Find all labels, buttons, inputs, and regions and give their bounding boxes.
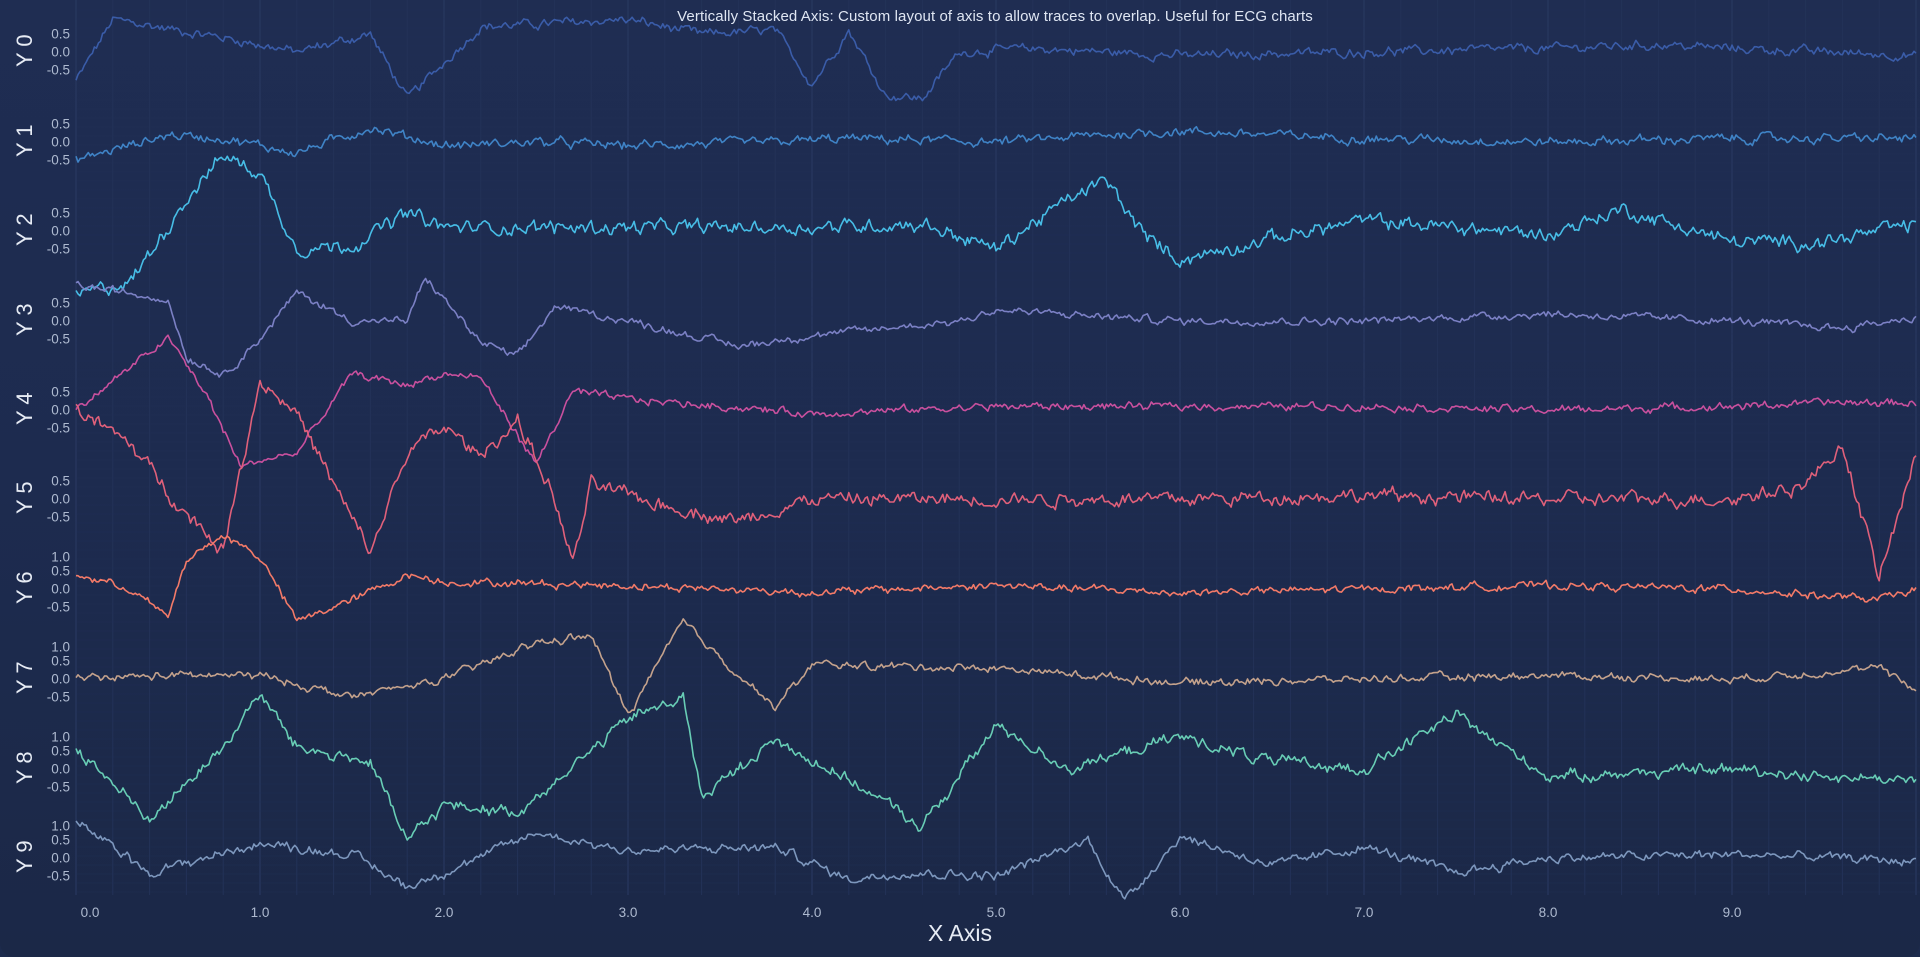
y-axis-2[interactable]: Y 2 0.5 0.0 -0.5 bbox=[0, 0, 76, 957]
x-tick-label: 9.0 bbox=[1722, 905, 1742, 920]
trace-y6[interactable] bbox=[76, 534, 1917, 622]
y-axis-title: Y 9 bbox=[12, 840, 37, 873]
y-tick-label: 1.0 bbox=[51, 549, 70, 565]
y-axis-0[interactable]: Y 0 0.5 0.0 -0.5 bbox=[0, 0, 76, 957]
trace-y7[interactable] bbox=[75, 618, 1917, 714]
y-tick-label: -0.5 bbox=[46, 331, 70, 347]
y-tick-label: -0.5 bbox=[46, 599, 70, 615]
y-tick-label: 1.0 bbox=[51, 729, 70, 745]
x-tick-label: 1.0 bbox=[250, 905, 270, 920]
y-tick-label: 0.0 bbox=[51, 761, 70, 777]
grid-lines bbox=[75, 0, 1920, 895]
y-axis-3[interactable]: Y 3 0.5 0.0 -0.5 bbox=[0, 0, 76, 957]
y-tick-label: 0.0 bbox=[51, 313, 70, 329]
trace-y5[interactable] bbox=[75, 379, 1917, 582]
y-tick-label: 0.0 bbox=[51, 491, 70, 507]
y-tick-label: -0.5 bbox=[46, 241, 70, 257]
y-axis-6[interactable]: Y 6 1.0 0.5 0.0 -0.5 bbox=[0, 0, 76, 957]
y-tick-label: 0.0 bbox=[51, 581, 70, 597]
y-tick-label: 1.0 bbox=[51, 818, 70, 834]
y-tick-label: -0.5 bbox=[46, 779, 70, 795]
trace-y8[interactable] bbox=[75, 691, 1917, 841]
y-tick-label: 0.5 bbox=[51, 384, 70, 400]
y-tick-label: 0.5 bbox=[51, 473, 70, 489]
y-axis-7[interactable]: Y 7 1.0 0.5 0.0 -0.5 bbox=[0, 0, 76, 957]
y-tick-label: -0.5 bbox=[46, 152, 70, 168]
x-tick-label: 3.0 bbox=[618, 905, 638, 920]
y-tick-label: 0.5 bbox=[51, 205, 70, 221]
y-axis-4[interactable]: Y 4 0.5 0.0 -0.5 bbox=[0, 0, 76, 957]
y-tick-label: -0.5 bbox=[46, 62, 70, 78]
y-tick-label: 0.5 bbox=[51, 295, 70, 311]
y-tick-label: 1.0 bbox=[51, 639, 70, 655]
y-axis-8[interactable]: Y 8 1.0 0.5 0.0 -0.5 bbox=[0, 0, 76, 957]
y-tick-label: 0.5 bbox=[51, 116, 70, 132]
trace-y3[interactable] bbox=[75, 277, 1917, 378]
y-tick-label: -0.5 bbox=[46, 509, 70, 525]
y-axis-1[interactable]: Y 1 0.5 0.0 -0.5 bbox=[0, 0, 76, 957]
trace-y0[interactable] bbox=[75, 16, 1917, 102]
trace-y1[interactable] bbox=[75, 125, 1917, 163]
y-tick-label: 0.5 bbox=[51, 26, 70, 42]
trace-y2[interactable] bbox=[75, 155, 1917, 297]
y-tick-label: 0.5 bbox=[51, 653, 70, 669]
x-tick-label: 5.0 bbox=[986, 905, 1006, 920]
x-tick-label: 6.0 bbox=[1170, 905, 1190, 920]
x-tick-label: 8.0 bbox=[1538, 905, 1558, 920]
x-tick-label: 4.0 bbox=[802, 905, 822, 920]
y-tick-label: -0.5 bbox=[46, 868, 70, 884]
y-tick-label: 0.0 bbox=[51, 134, 70, 150]
x-axis-title: X Axis bbox=[928, 920, 992, 946]
y-tick-label: -0.5 bbox=[46, 420, 70, 436]
x-tick-label: 0.0 bbox=[80, 905, 100, 920]
y-tick-label: 0.5 bbox=[51, 743, 70, 759]
y-axis-9[interactable]: Y 9 1.0 0.5 0.0 -0.5 bbox=[0, 0, 76, 957]
y-tick-label: 0.5 bbox=[51, 563, 70, 579]
y-tick-label: 0.0 bbox=[51, 44, 70, 60]
x-tick-label: 7.0 bbox=[1354, 905, 1374, 920]
y-tick-label: -0.5 bbox=[46, 689, 70, 705]
y-tick-label: 0.0 bbox=[51, 223, 70, 239]
y-axis-5[interactable]: Y 5 0.5 0.0 -0.5 bbox=[0, 0, 76, 957]
y-tick-label: 0.5 bbox=[51, 832, 70, 848]
x-tick-label: 2.0 bbox=[434, 905, 454, 920]
y-tick-label: 0.0 bbox=[51, 850, 70, 866]
trace-y9[interactable] bbox=[75, 820, 1917, 900]
y-tick-label: 0.0 bbox=[51, 402, 70, 418]
y-tick-label: 0.0 bbox=[51, 671, 70, 687]
trace-y4[interactable] bbox=[75, 334, 1917, 469]
